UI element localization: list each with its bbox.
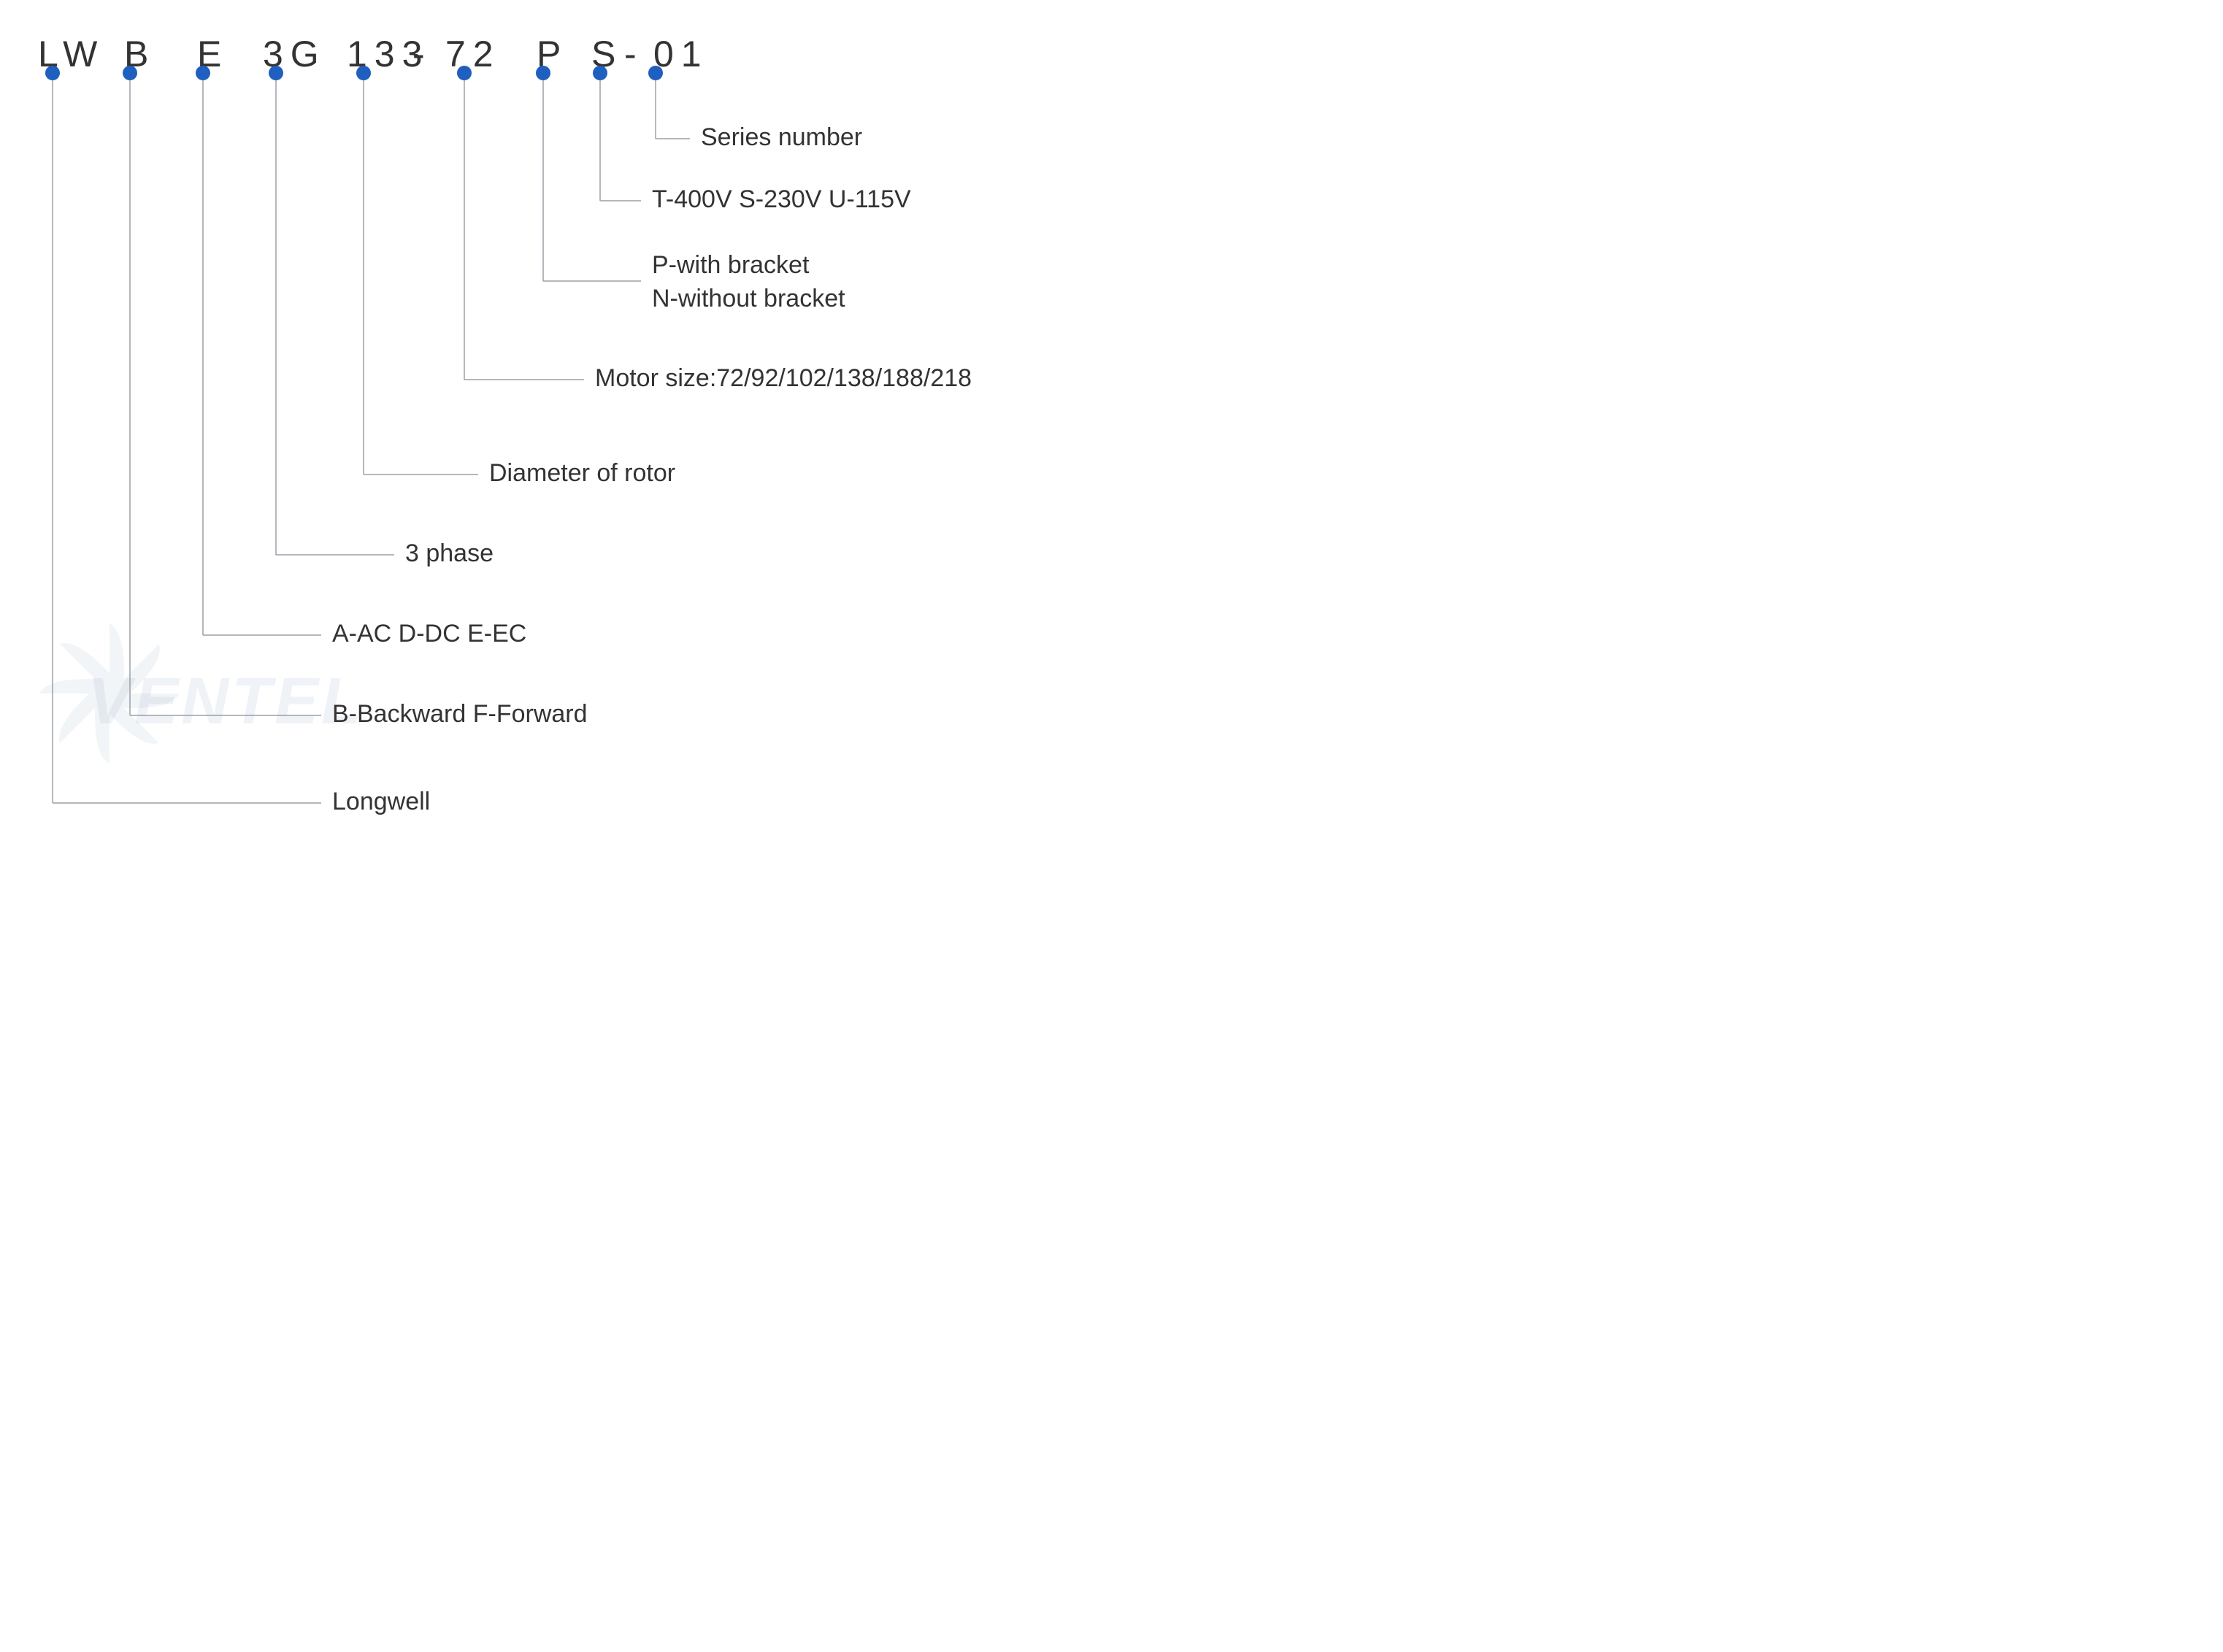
desc-dia-line-0: Diameter of rotor: [489, 457, 675, 491]
part-number-decode-diagram: VENTELLWBE3G133-72PS-01Series numberT-40…: [0, 0, 1132, 847]
desc-s-line-0: T-400V S-230V U-115V: [652, 183, 911, 217]
dot-p: [536, 66, 550, 80]
watermark-text: VENTEL: [88, 664, 364, 739]
desc-g3: 3 phase: [405, 537, 494, 571]
desc-e-line-0: A-AC D-DC E-EC: [332, 618, 526, 651]
desc-p-line-0: P-with bracket: [652, 249, 845, 283]
desc-ms-line-0: Motor size:72/92/102/138/188/218: [595, 362, 972, 396]
code-part-ms: 72: [445, 33, 501, 75]
code-part-dash1: -: [412, 33, 432, 75]
desc-ms: Motor size:72/92/102/138/188/218: [595, 362, 972, 396]
desc-lw-line-0: Longwell: [332, 785, 430, 819]
code-part-dash2: -: [624, 33, 644, 75]
desc-e: A-AC D-DC E-EC: [332, 618, 526, 651]
dot-b: [123, 66, 137, 80]
dot-ms: [457, 66, 472, 80]
dot-e: [196, 66, 210, 80]
dot-s: [593, 66, 607, 80]
dot-g3: [269, 66, 283, 80]
dot-sn: [648, 66, 663, 80]
desc-dia: Diameter of rotor: [489, 457, 675, 491]
desc-s: T-400V S-230V U-115V: [652, 183, 911, 217]
desc-p-line-1: N-without bracket: [652, 283, 845, 316]
desc-b-line-0: B-Backward F-Forward: [332, 698, 588, 731]
dot-dia: [356, 66, 371, 80]
desc-sn-line-0: Series number: [701, 121, 862, 155]
desc-b: B-Backward F-Forward: [332, 698, 588, 731]
desc-p: P-with bracketN-without bracket: [652, 249, 845, 316]
desc-sn: Series number: [701, 121, 862, 155]
desc-lw: Longwell: [332, 785, 430, 819]
desc-g3-line-0: 3 phase: [405, 537, 494, 571]
dot-lw: [45, 66, 60, 80]
